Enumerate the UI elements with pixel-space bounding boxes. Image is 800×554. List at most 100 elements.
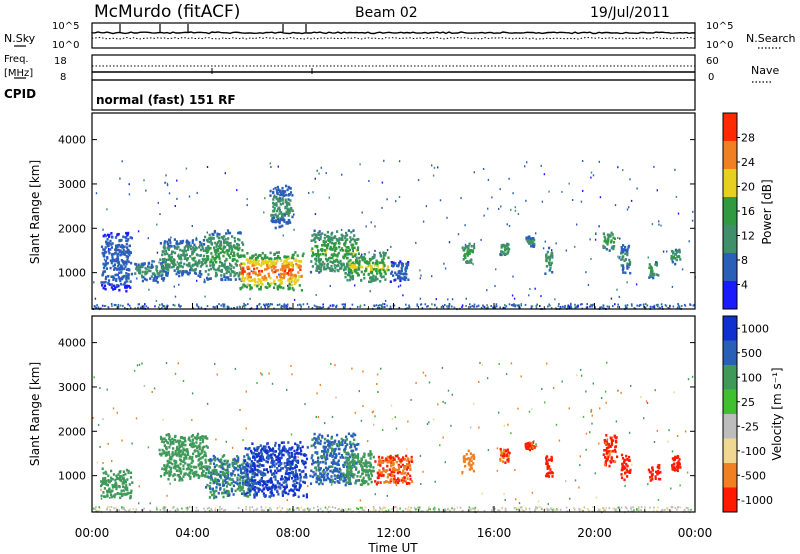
power-echo-cell bbox=[199, 275, 202, 278]
power-echo-cell bbox=[281, 266, 284, 270]
power-echo-cell bbox=[108, 283, 111, 286]
velocity-echo-cell bbox=[331, 443, 334, 447]
power-echo-cell bbox=[392, 274, 395, 277]
velocity-echo-cell bbox=[251, 468, 254, 471]
velocity-echo-cell bbox=[246, 453, 249, 457]
power-echo-cell bbox=[402, 272, 405, 276]
velocity-echo-cell bbox=[192, 465, 196, 469]
power-speckle-cell bbox=[561, 190, 563, 193]
power-scatter-cell bbox=[288, 307, 291, 310]
velocity-echo-cell bbox=[336, 461, 339, 464]
power-speckle-cell bbox=[464, 224, 466, 227]
power-echo-cell bbox=[354, 253, 357, 256]
velocity-speckle-cell bbox=[174, 372, 177, 375]
velocity-data bbox=[92, 361, 694, 514]
y-tick-label: 4000 bbox=[58, 134, 86, 147]
velocity-scatter-cell bbox=[385, 510, 388, 513]
power-scatter-cell bbox=[570, 302, 572, 305]
velocity-echo-cell bbox=[180, 449, 183, 453]
velocity-speckle-cell bbox=[277, 487, 280, 490]
velocity-scatter-cell bbox=[393, 506, 396, 509]
power-echo-cell bbox=[335, 258, 339, 262]
power-echo-cell bbox=[390, 270, 394, 274]
velocity-echo-cell bbox=[243, 492, 246, 495]
velocity-echo-cell bbox=[214, 459, 217, 462]
velocity-echo-cell bbox=[188, 463, 191, 467]
power-echo-cell bbox=[118, 239, 121, 242]
power-echo-cell bbox=[463, 249, 466, 252]
velocity-echo-cell bbox=[344, 447, 347, 451]
velocity-scatter-cell bbox=[165, 509, 168, 512]
power-echo-cell bbox=[208, 233, 211, 237]
power-echo-cell bbox=[287, 214, 290, 217]
power-echo-cell bbox=[207, 248, 210, 252]
power-speckle-cell bbox=[136, 277, 138, 280]
power-speckle-cell bbox=[595, 232, 597, 235]
power-echo-cell bbox=[237, 248, 240, 252]
power-echo-cell bbox=[392, 264, 395, 267]
velocity-echo-cell bbox=[248, 447, 251, 450]
power-echo-cell bbox=[207, 237, 210, 240]
power-echo-cell bbox=[338, 237, 341, 240]
power-echo-cell bbox=[346, 278, 349, 282]
velocity-scatter-cell bbox=[559, 508, 562, 511]
power-echo-cell bbox=[113, 263, 116, 266]
power-echo-cell bbox=[286, 212, 289, 215]
velocity-echo-cell bbox=[174, 439, 177, 442]
power-echo-cell bbox=[118, 277, 121, 281]
velocity-echo-cell bbox=[182, 460, 185, 463]
power-echo-cell bbox=[379, 253, 382, 257]
power-echo-cell bbox=[373, 254, 376, 257]
velocity-speckle-cell bbox=[99, 387, 101, 390]
velocity-scatter-cell bbox=[181, 507, 183, 510]
velocity-speckle-cell bbox=[653, 441, 656, 443]
velocity-echo-cell bbox=[288, 456, 291, 459]
velocity-echo-cell bbox=[244, 475, 247, 479]
velocity-scatter-cell bbox=[337, 508, 339, 511]
power-echo-cell bbox=[198, 271, 201, 275]
velocity-echo-cell bbox=[184, 439, 187, 443]
power-echo-cell bbox=[195, 263, 198, 266]
power-echo-cell bbox=[166, 274, 169, 277]
power-echo-cell bbox=[620, 258, 623, 261]
power-echo-cell bbox=[648, 266, 651, 270]
power-echo-cell bbox=[263, 255, 266, 259]
power-scatter-cell bbox=[436, 306, 438, 309]
power-speckle-cell bbox=[250, 270, 253, 273]
power-echo-cell bbox=[211, 241, 214, 245]
power-echo-cell bbox=[381, 260, 385, 263]
power-scatter-cell bbox=[416, 304, 419, 307]
velocity-echo-cell bbox=[302, 470, 305, 473]
velocity-echo-cell bbox=[201, 472, 204, 475]
power-speckle-cell bbox=[473, 242, 476, 245]
power-scatter-cell bbox=[661, 305, 663, 308]
velocity-scatter-cell bbox=[186, 507, 189, 510]
power-echo-cell bbox=[344, 241, 347, 245]
velocity-echo-cell bbox=[259, 449, 263, 452]
velocity-echo-cell bbox=[290, 488, 293, 491]
velocity-echo-cell bbox=[204, 452, 207, 455]
power-speckle-cell bbox=[483, 214, 485, 217]
velocity-echo-cell bbox=[213, 465, 217, 469]
power-echo-cell bbox=[290, 261, 294, 265]
power-echo-cell bbox=[271, 269, 274, 272]
velocity-echo-cell bbox=[178, 454, 181, 458]
power-echo-cell bbox=[276, 191, 279, 195]
power-speckle-cell bbox=[636, 187, 638, 190]
velocity-scatter-cell bbox=[513, 507, 516, 509]
power-echo-cell bbox=[221, 262, 224, 265]
power-scatter-cell bbox=[563, 306, 566, 309]
power-echo-cell bbox=[353, 254, 357, 258]
velocity-echo-cell bbox=[250, 449, 253, 453]
power-scatter-cell bbox=[269, 303, 272, 305]
power-scatter-cell bbox=[664, 304, 667, 307]
velocity-scatter-cell bbox=[670, 505, 673, 508]
power-echo-cell bbox=[329, 237, 332, 241]
power-echo-cell bbox=[204, 270, 207, 273]
velocity-echo-cell bbox=[201, 474, 204, 478]
velocity-echo-cell bbox=[201, 446, 204, 449]
power-echo-cell bbox=[215, 272, 218, 275]
power-speckle-cell bbox=[128, 193, 131, 196]
power-echo-cell bbox=[241, 276, 244, 280]
power-echo-cell bbox=[256, 255, 260, 259]
